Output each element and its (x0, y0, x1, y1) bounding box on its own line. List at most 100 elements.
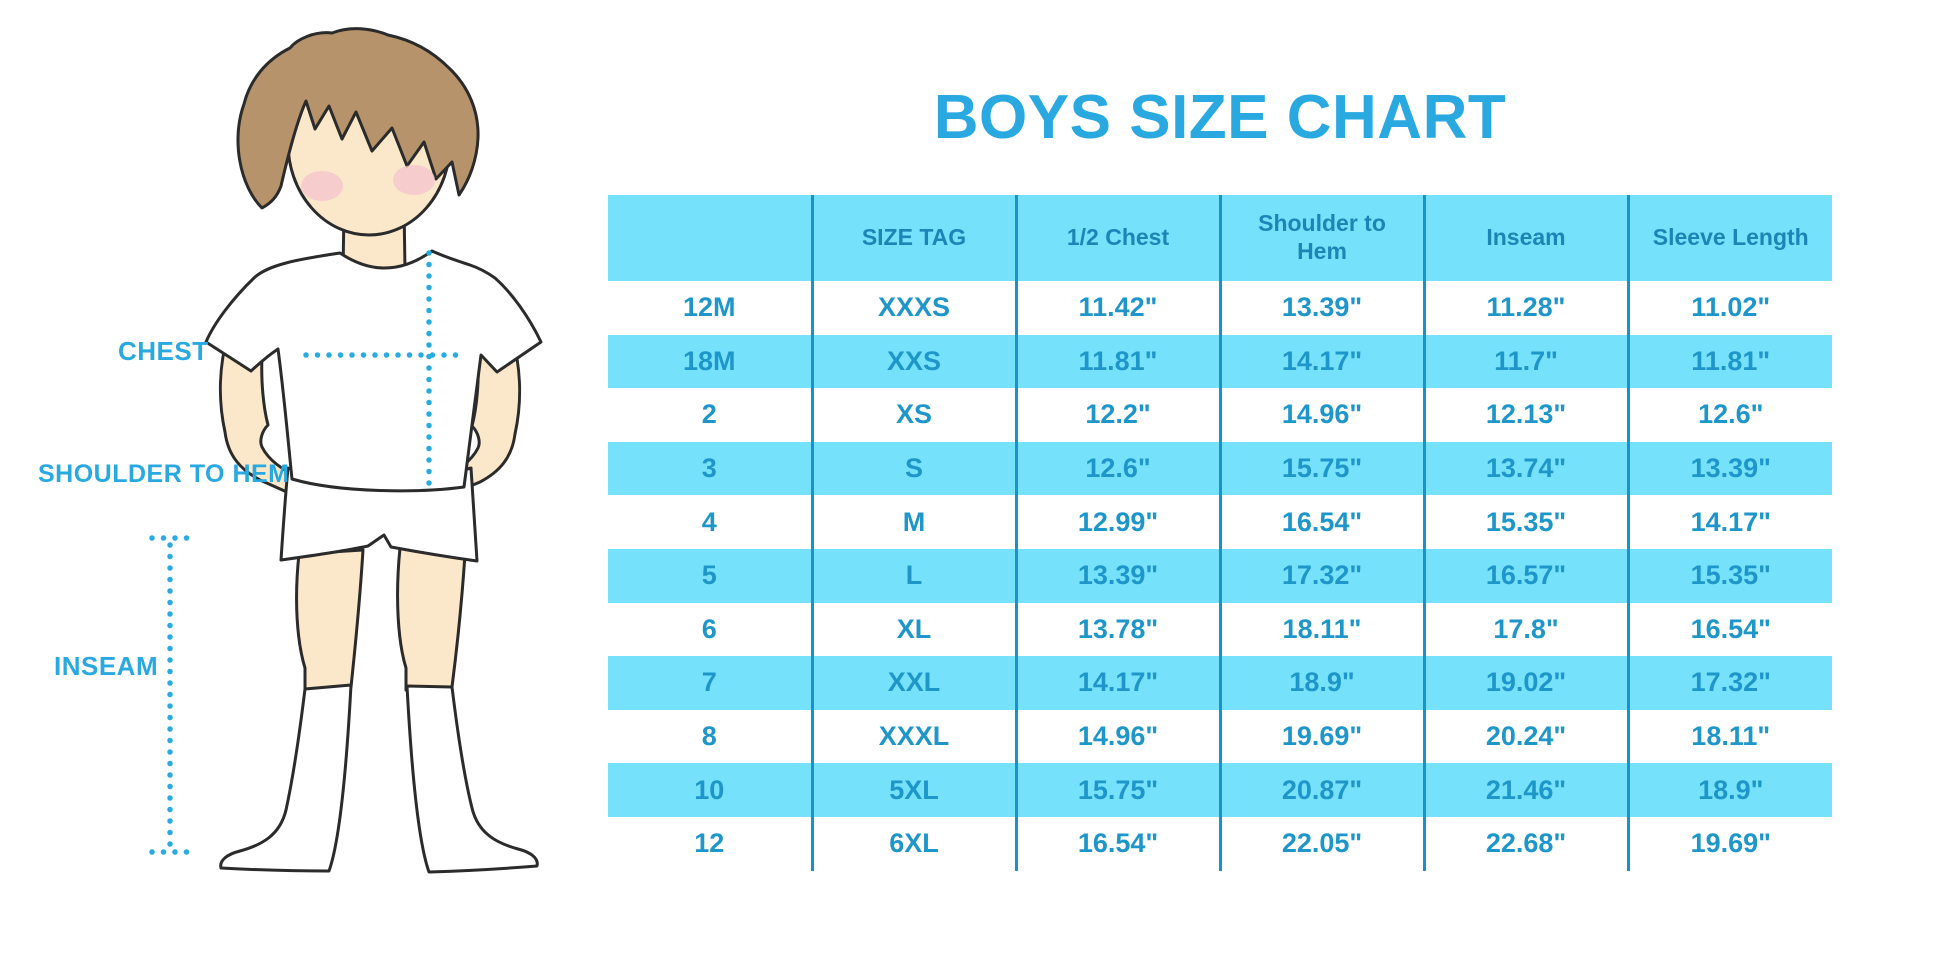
size-table: SIZE TAG 1/2 Chest Shoulder to Hem Insea… (608, 195, 1832, 871)
table-cell-half-chest: 11.81" (1014, 334, 1220, 389)
chest-label: CHEST (118, 336, 209, 366)
table-cell-shoulder-to-hem: 14.17" (1218, 334, 1424, 389)
table-cell-sleeve-length: 11.02" (1626, 281, 1832, 335)
boy-leg-left (295, 548, 365, 693)
table-cell-shoulder-to-hem: 18.9" (1218, 656, 1424, 710)
table-cell-sleeve-length: 15.35" (1626, 548, 1832, 603)
table-row: 10 5XL 15.75" 20.87" 21.46" 18.9" (608, 763, 1832, 817)
table-cell-size: 10 (694, 774, 725, 805)
table-cell-shoulder-to-hem: 18.11" (1218, 602, 1424, 657)
table-cell-size-tag: XXXS (810, 281, 1016, 335)
table-cell-size-tag: XS (810, 388, 1016, 442)
table-cell-inseam: 11.7" (1422, 334, 1628, 389)
boy-cheek-left (301, 171, 343, 201)
table-row: 3 S 12.6" 15.75" 13.74" 13.39" (608, 441, 1832, 496)
table-cell-inseam: 20.24" (1422, 709, 1628, 764)
table-cell-sleeve-length: 17.32" (1626, 656, 1832, 710)
table-cell-size: 3 (701, 453, 717, 484)
header-cell: Shoulder to Hem (1218, 195, 1424, 281)
table-cell-shoulder-to-hem: 14.96" (1218, 388, 1424, 442)
table-cell-half-chest: 13.78" (1014, 602, 1220, 657)
table-cell-half-chest: 11.42" (1014, 281, 1220, 335)
table-cell-size: 5 (701, 560, 717, 591)
table-cell-inseam: 12.13" (1422, 388, 1628, 442)
table-cell-size-tag: XL (810, 602, 1016, 657)
header-cell: Sleeve Length (1626, 195, 1832, 281)
table-cell-shoulder-to-hem: 13.39" (1218, 281, 1424, 335)
header-cell: 1/2 Chest (1014, 195, 1220, 281)
table-cell-size-tag: XXXL (810, 709, 1016, 764)
table-cell-size: 7 (701, 667, 717, 698)
table-cell-half-chest: 14.17" (1014, 656, 1220, 710)
table-cell-inseam: 13.74" (1422, 441, 1628, 496)
shoulder-to-hem-label: SHOULDER TO HEM (38, 460, 290, 488)
table-cell-inseam: 22.68" (1422, 816, 1628, 871)
table-cell-size: 8 (701, 721, 717, 752)
table-cell-size-tag: XXL (810, 656, 1016, 710)
table-cell-sleeve-length: 13.39" (1626, 441, 1832, 496)
table-row: 12 6XL 16.54" 22.05" 22.68" 19.69" (608, 816, 1832, 871)
table-cell-half-chest: 14.96" (1014, 709, 1220, 764)
table-cell-inseam: 11.28" (1422, 281, 1628, 335)
table-cell-sleeve-length: 18.11" (1626, 709, 1832, 764)
inseam-label: INSEAM (54, 651, 159, 681)
header-row: SIZE TAG 1/2 Chest Shoulder to Hem Insea… (608, 195, 1832, 281)
table-cell-half-chest: 12.6" (1014, 441, 1220, 496)
table-cell-size-tag: 5XL (810, 763, 1016, 817)
table-cell-half-chest: 12.2" (1014, 388, 1220, 442)
table-cell-sleeve-length: 18.9" (1626, 763, 1832, 817)
table-cell-size: 2 (701, 399, 717, 430)
table-row: 5 L 13.39" 17.32" 16.57" 15.35" (608, 548, 1832, 603)
table-cell-shoulder-to-hem: 15.75" (1218, 441, 1424, 496)
table-cell-half-chest: 12.99" (1014, 495, 1220, 549)
table-cell-size-tag: M (810, 495, 1016, 549)
table-cell-size-tag: 6XL (810, 816, 1016, 871)
boy-cheek-right (393, 165, 435, 195)
header-cell (608, 195, 812, 281)
table-cell-shoulder-to-hem: 19.69" (1218, 709, 1424, 764)
page-title: BOYS SIZE CHART (933, 82, 1507, 152)
boy-sock-left (219, 683, 353, 873)
table-cell-shoulder-to-hem: 22.05" (1218, 816, 1424, 871)
table-cell-half-chest: 13.39" (1014, 548, 1220, 603)
table-cell-size: 12M (682, 292, 736, 323)
table-cell-shoulder-to-hem: 17.32" (1218, 548, 1424, 603)
table-cell-inseam: 15.35" (1422, 495, 1628, 549)
boy-figure-illustration (149, 27, 543, 874)
table-cell-size-tag: L (810, 548, 1016, 603)
table-cell-sleeve-length: 12.6" (1626, 388, 1832, 442)
table-row: 8 XXXL 14.96" 19.69" 20.24" 18.11" (608, 709, 1832, 764)
table-row: 18M XXS 11.81" 14.17" 11.7" 11.81" (608, 334, 1832, 389)
boy-leg-right (396, 546, 467, 692)
table-row: 6 XL 13.78" 18.11" 17.8" 16.54" (608, 602, 1832, 657)
table-row: 2 XS 12.2" 14.96" 12.13" 12.6" (608, 388, 1832, 442)
table-cell-size: 12 (694, 828, 725, 859)
table-cell-inseam: 21.46" (1422, 763, 1628, 817)
table-row: 12M XXXS 11.42" 13.39" 11.28" 11.02" (608, 281, 1832, 335)
table-cell-sleeve-length: 19.69" (1626, 816, 1832, 871)
table-cell-inseam: 19.02" (1422, 656, 1628, 710)
table-cell-size: 4 (701, 506, 717, 537)
table-cell-shoulder-to-hem: 20.87" (1218, 763, 1424, 817)
boy-shirt (204, 249, 543, 493)
table-cell-sleeve-length: 14.17" (1626, 495, 1832, 549)
table-cell-inseam: 17.8" (1422, 602, 1628, 657)
table-row: 4 M 12.99" 16.54" 15.35" 14.17" (608, 495, 1832, 549)
table-cell-size: 6 (701, 613, 717, 644)
table-cell-half-chest: 15.75" (1014, 763, 1220, 817)
table-row: 7 XXL 14.17" 18.9" 19.02" 17.32" (608, 656, 1832, 710)
size-table-head: SIZE TAG 1/2 Chest Shoulder to Hem Insea… (608, 195, 1832, 281)
header-cell: Inseam (1422, 195, 1628, 281)
table-cell-inseam: 16.57" (1422, 548, 1628, 603)
table-cell-shoulder-to-hem: 16.54" (1218, 495, 1424, 549)
boy-sock-right (405, 684, 539, 874)
table-cell-size-tag: XXS (810, 334, 1016, 389)
table-cell-size-tag: S (810, 441, 1016, 496)
size-table-body: 12M XXXS 11.42" 13.39" 11.28" 11.02" 18M… (608, 281, 1832, 871)
table-cell-sleeve-length: 16.54" (1626, 602, 1832, 657)
table-cell-half-chest: 16.54" (1014, 816, 1220, 871)
header-cell: SIZE TAG (810, 195, 1016, 281)
table-cell-size: 18M (682, 345, 736, 376)
table-cell-sleeve-length: 11.81" (1626, 334, 1832, 389)
